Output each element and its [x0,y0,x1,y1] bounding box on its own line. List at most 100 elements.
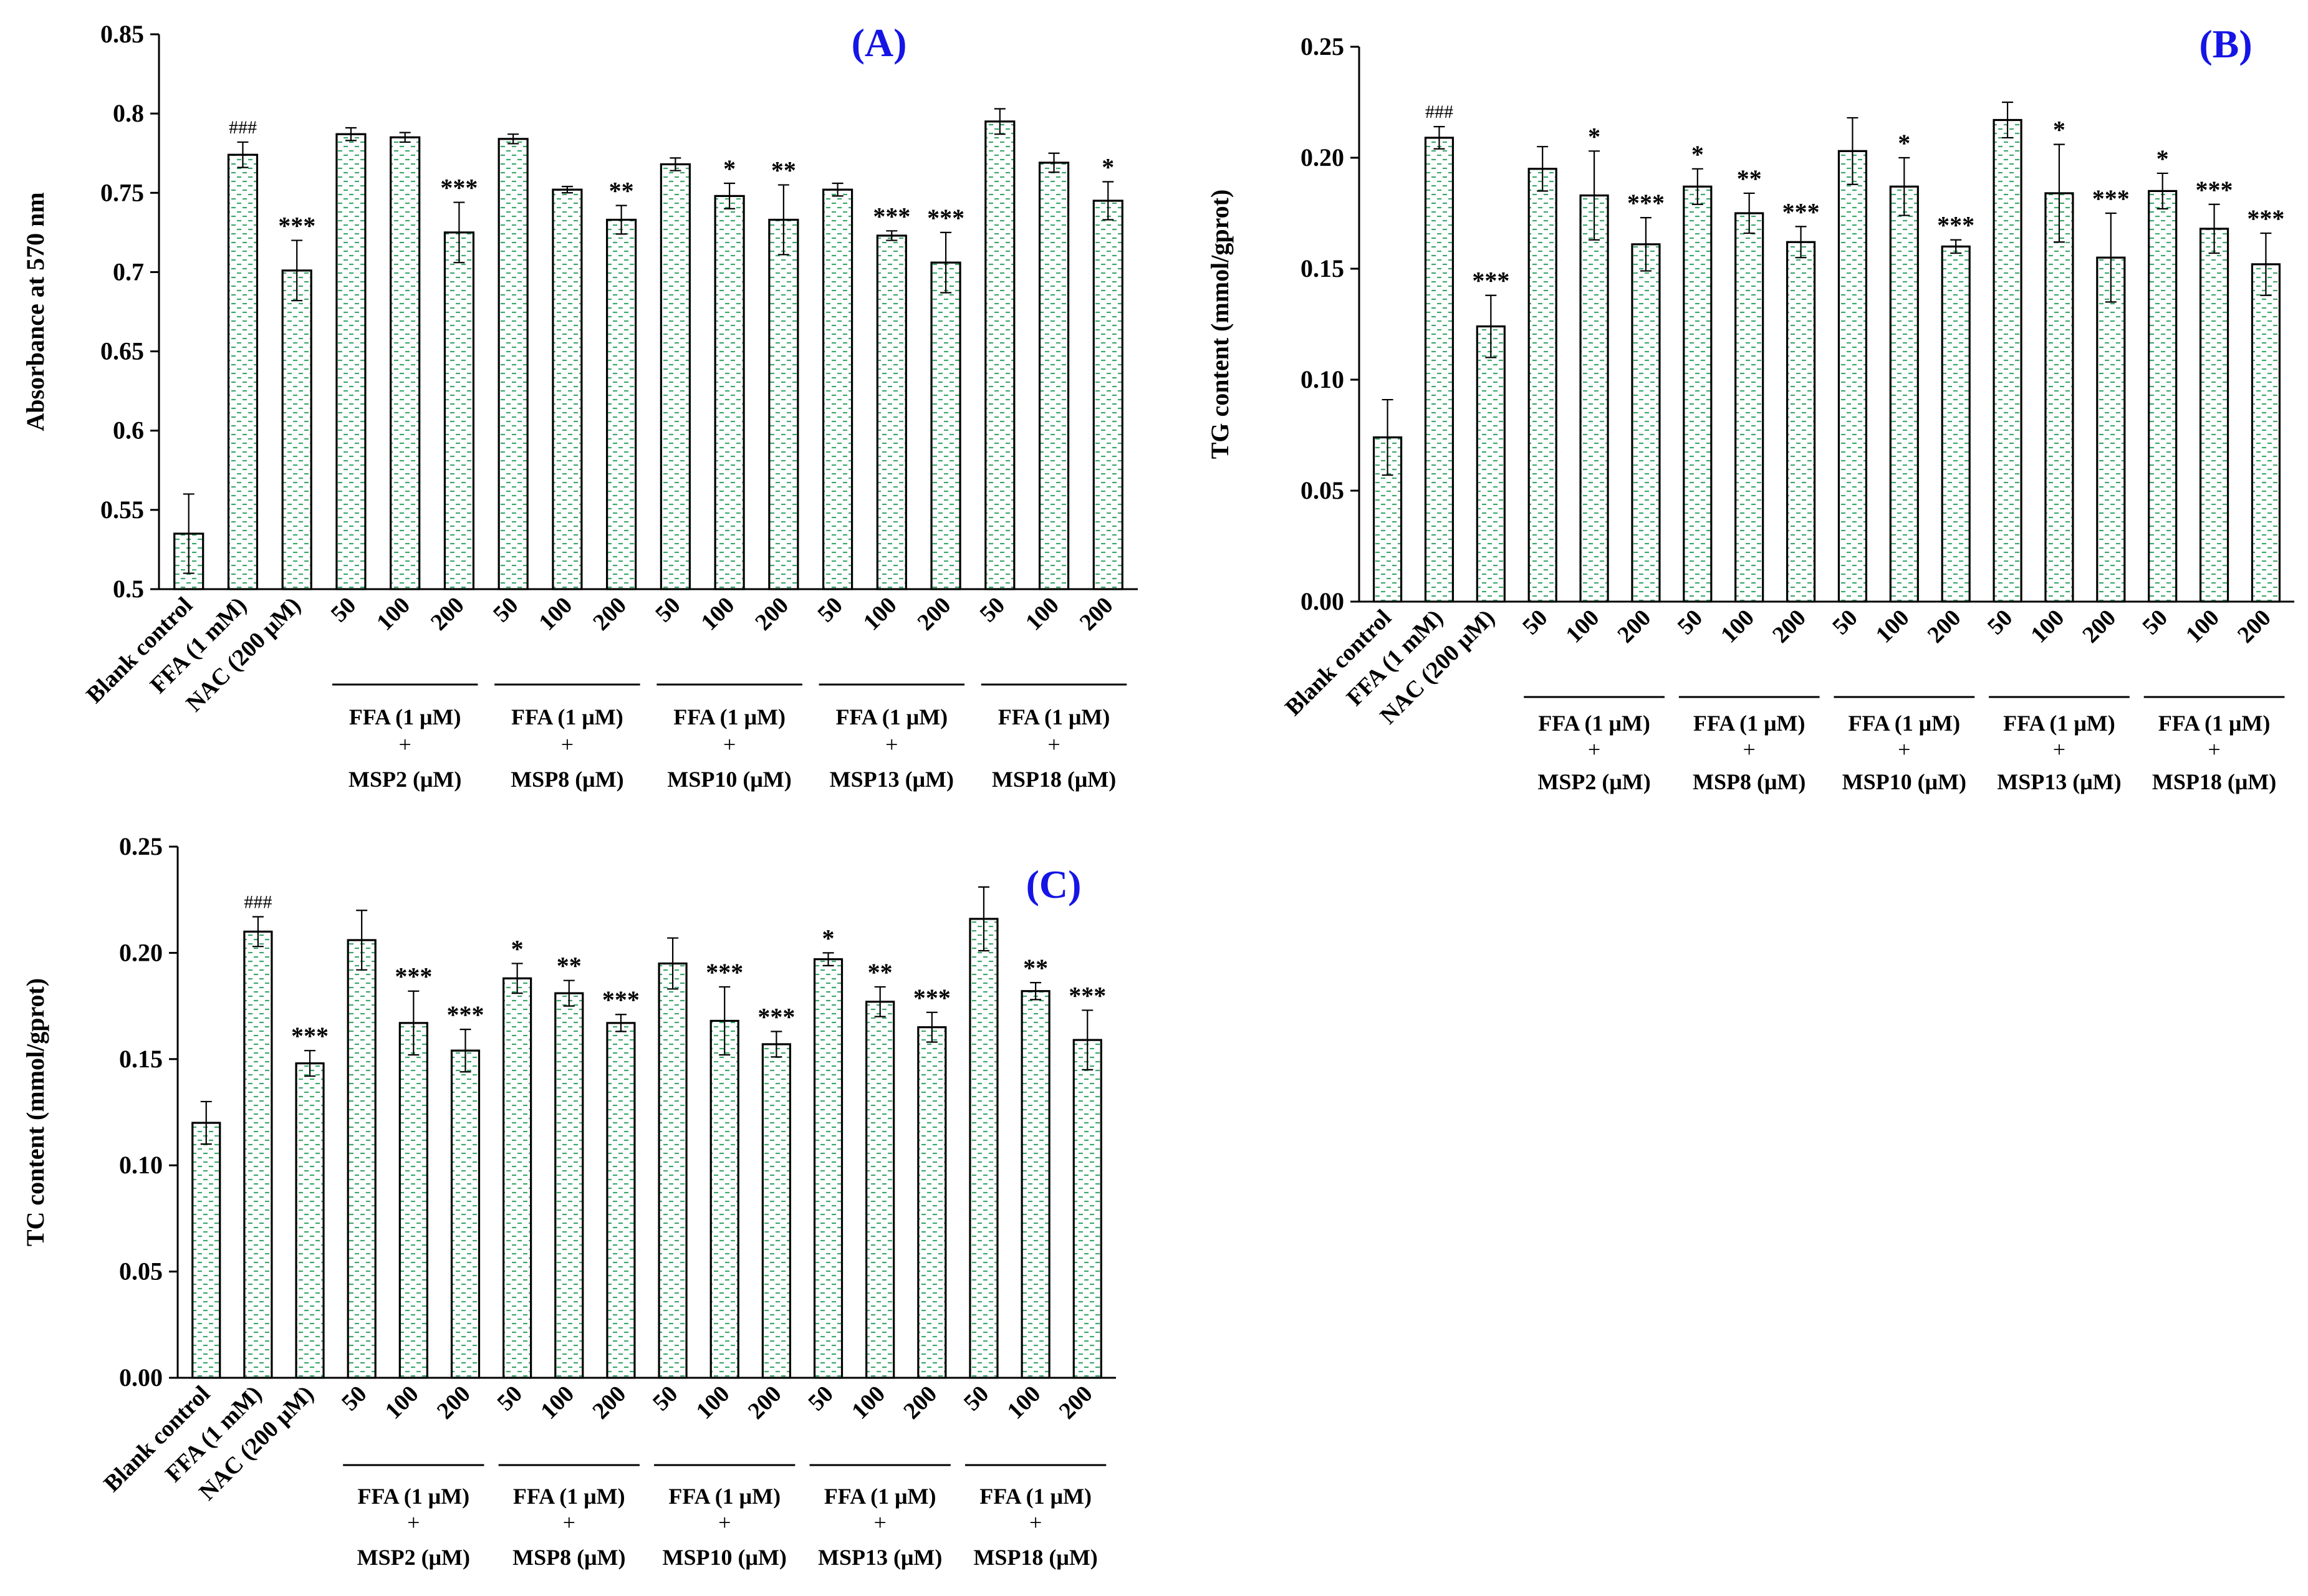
significance-label: *** [1782,198,1820,226]
significance-label: *** [2196,176,2233,204]
group-label-treatment: FFA (1 μM) [1538,711,1650,736]
group-label-compound: MSP18 (μM) [973,1545,1097,1570]
group-label-compound: MSP13 (μM) [830,767,954,792]
bar [606,218,637,590]
bar [281,269,312,590]
significance-label: ** [1023,954,1048,982]
y-tick-label: 0.6 [113,416,144,445]
bar [768,218,799,590]
bar [2096,256,2126,603]
significance-label: ### [244,892,272,912]
group-label-compound: MSP8 (μM) [512,1545,625,1570]
bar [1092,200,1123,590]
y-axis-label: TG content (mmol/gprot) [1206,190,1234,459]
bar [984,120,1016,590]
dose-label: 200 [426,592,469,636]
significance-label: *** [2092,185,2130,213]
y-axis-label: TC content (mmol/gprot) [21,978,49,1246]
dose-label: 100 [1021,592,1064,636]
bar [709,1019,739,1379]
dose-label: 200 [898,1381,942,1425]
dose-label: 200 [743,1381,787,1425]
dose-label: 100 [2026,605,2069,648]
bar [876,234,907,590]
chart-a: 0.5 0.55 0.6 0.65 0.7 0.75 0.8 0.85 Absorbance a… [21,20,1138,792]
y-tick-label: 0.25 [119,832,163,860]
bar [658,962,688,1379]
significance-label: *** [446,1001,484,1029]
bar [1786,241,1816,603]
y-tick-label: 0.20 [119,938,163,966]
panel-c: 0.00 0.05 0.10 0.15 0.20 0.25 TC content (mmol… [0,810,1166,1596]
dose-label: 100 [380,1381,424,1425]
group-label-compound: MSP8 (μM) [1693,769,1806,794]
dose-label: 100 [1002,1381,1046,1425]
significance-label: * [2157,145,2169,173]
group-label-compound: MSP10 (μM) [1842,769,1966,794]
dose-label: 200 [2233,605,2276,648]
dose-label: 50 [488,592,524,628]
y-tick-label: 0.15 [1301,254,1344,282]
y-tick-label: 0.20 [1301,143,1344,171]
significance-label: *** [1627,189,1665,217]
group-label-compound: MSP8 (μM) [511,767,623,792]
panel-b: 0.00 0.05 0.10 0.15 0.20 0.25 TG content (mmol… [1172,0,2308,810]
bar [347,939,377,1379]
bar [1889,185,1919,603]
y-tick-label: 0.75 [100,178,144,206]
significance-label: *** [291,1022,329,1050]
group-label-plus: + [407,1510,420,1535]
dose-label: 200 [1923,605,1966,648]
dose-label: 50 [2137,605,2173,640]
panel-letter: (B) [2199,22,2252,66]
dose-label: 50 [1983,605,2018,640]
group-label-treatment: FFA (1 μM) [979,1484,1092,1509]
bar [606,1022,636,1379]
group-label-treatment: FFA (1 μM) [349,704,461,729]
bar [443,231,475,590]
dose-label: 100 [847,1381,890,1425]
dose-label: 50 [326,592,362,628]
significance-label: * [1691,140,1704,168]
group-label-compound: MSP2 (μM) [1537,769,1650,794]
significance-label: * [1588,122,1600,150]
bar [243,930,273,1379]
significance-label: *** [757,1002,795,1031]
bar [335,133,367,590]
bar [2044,192,2074,603]
dose-label: 50 [492,1381,527,1416]
significance-label: ** [609,177,634,205]
dose-label: 50 [1673,605,1708,640]
dose-label: 50 [1827,605,1863,640]
dose-label: 200 [432,1381,476,1425]
y-tick-label: 0.5 [113,575,144,603]
y-tick-label: 0.15 [119,1045,163,1073]
group-label-plus: + [2053,737,2065,762]
bar [502,977,532,1379]
significance-label: ### [229,117,257,138]
significance-label: * [1898,129,1910,157]
group-label-plus: + [1029,1510,1042,1535]
bar [2148,190,2178,603]
dose-label: 100 [1560,605,1604,648]
dose-label: 100 [696,592,739,636]
significance-label: *** [602,986,640,1014]
group-label-plus: + [399,732,411,757]
bar [1993,118,2022,603]
bar [295,1062,325,1379]
bar [1072,1039,1102,1379]
y-tick-label: 0.8 [113,99,144,127]
group-label-treatment: FFA (1 μM) [357,1484,469,1509]
dose-label: 50 [1517,605,1553,640]
bar [1683,185,1713,603]
group-label-treatment: FFA (1 μM) [998,704,1110,729]
dose-label: 200 [588,592,632,636]
dose-label: 50 [803,1381,839,1416]
bar [552,188,583,590]
panel-letter: (C) [1026,862,1082,906]
dose-label: 200 [1767,605,1811,648]
dose-label: 100 [2181,605,2224,648]
significance-label: *** [440,174,478,202]
significance-label: *** [913,984,951,1012]
group-label-treatment: FFA (1 μM) [673,704,786,729]
